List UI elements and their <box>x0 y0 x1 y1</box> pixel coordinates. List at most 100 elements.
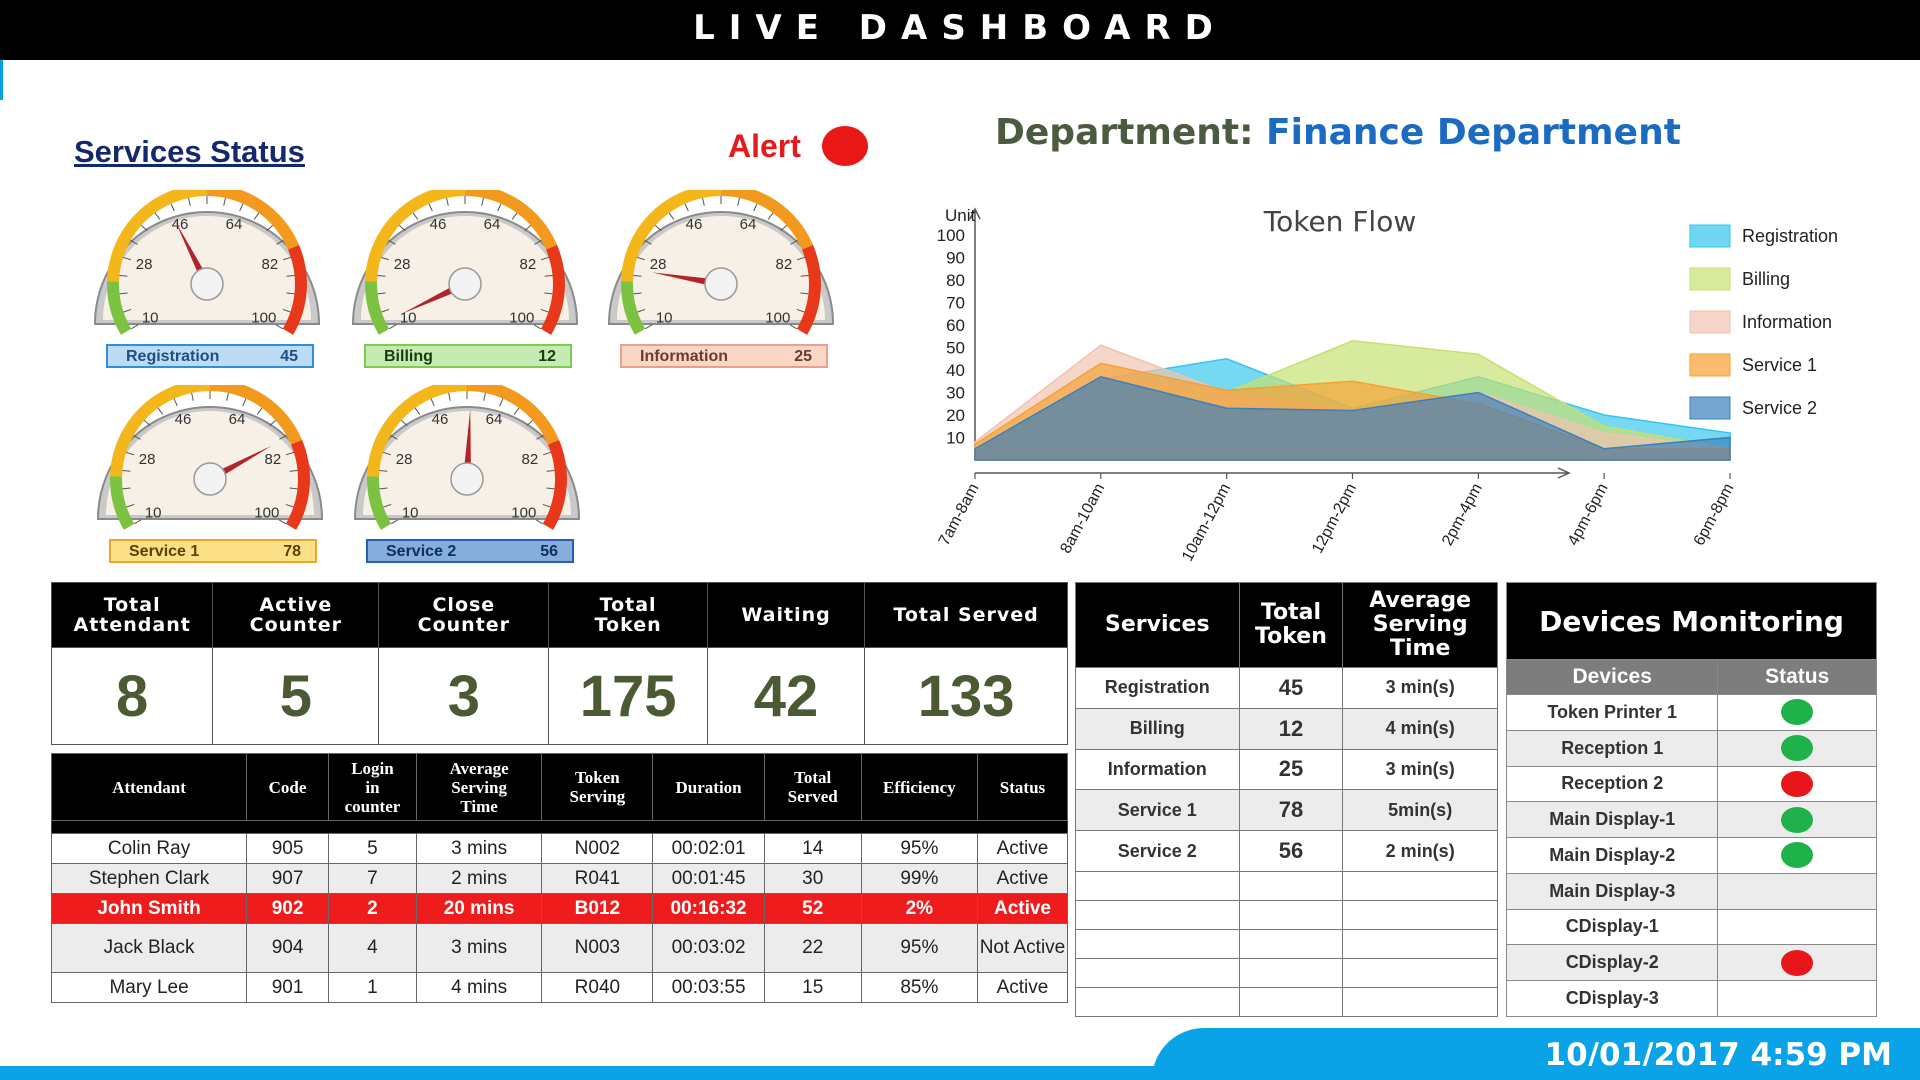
department-label: Department: <box>995 112 1254 153</box>
gauge-tick <box>526 420 533 427</box>
legend-label: Service 2 <box>1742 398 1817 418</box>
gauge-tick <box>122 469 131 472</box>
summary-header: Total Served <box>864 582 1068 648</box>
x-tick-label: 4pm-6pm <box>1565 481 1612 549</box>
gauge-tick-label: 82 <box>262 256 279 273</box>
attendant-cell: 99% <box>860 863 978 894</box>
gauge-tick-label: 10 <box>402 505 419 522</box>
gauge-tick-label: 46 <box>430 216 447 233</box>
gauge-tick-label: 28 <box>136 256 153 273</box>
gauge-tick <box>269 420 276 427</box>
gauge-label: Service 2 56 <box>366 539 574 563</box>
summary-header: Active Counter <box>212 582 380 648</box>
chart-title: Token Flow <box>1263 205 1416 238</box>
device-status <box>1717 801 1877 839</box>
gauge-value: 56 <box>540 543 558 560</box>
attendant-column-header: Efficiency <box>860 753 978 821</box>
gauge-tick-label: 64 <box>486 411 503 428</box>
attendant-cell: 95% <box>860 833 978 864</box>
gauge-tick-label: 28 <box>139 451 156 468</box>
gauge-tick <box>141 225 148 232</box>
attendant-cell: 907 <box>246 863 329 894</box>
gauge-tick <box>645 324 653 330</box>
gauge-dial: 10 28 46 64 82 100 <box>607 184 835 335</box>
summary-value: 133 <box>864 647 1068 745</box>
gauge-name: Billing <box>384 348 433 365</box>
gauge-dial: 10 28 46 64 82 100 <box>351 184 579 335</box>
attendant-cell: 4 mins <box>415 972 543 1003</box>
y-tick-label: 10 <box>946 429 965 448</box>
services-status-title: Services Status <box>74 134 305 169</box>
services-empty-cell <box>1075 870 1240 901</box>
attendant-cell: N002 <box>541 833 654 864</box>
gauge-tick <box>684 203 689 212</box>
attendant-header-line: Serving <box>569 787 626 806</box>
attendant-cell: John Smith <box>50 893 248 924</box>
summary-header-line: Token <box>594 614 662 636</box>
gauge-service-1: 10 28 46 64 82 100 Service 1 78 <box>95 379 325 575</box>
gauge-tick <box>123 308 132 313</box>
legend-label: Billing <box>1742 269 1790 289</box>
summary-header-line: Waiting <box>741 604 831 626</box>
gauge-tick <box>286 274 295 277</box>
gauge-hub <box>190 267 224 301</box>
gauge-tick-label: 82 <box>776 256 793 273</box>
gauge-tick <box>275 324 283 330</box>
alert-indicator-icon <box>822 126 868 166</box>
attendant-cell: 5 <box>327 833 417 864</box>
gauge-band <box>540 244 565 335</box>
services-column-header: Services <box>1075 582 1240 668</box>
gauge-tick <box>633 274 642 277</box>
attendant-cell: 4 <box>327 923 417 973</box>
attendant-cell: 85% <box>860 972 978 1003</box>
gauge-value: 25 <box>794 348 812 365</box>
alert-label: Alert <box>728 128 801 164</box>
attendant-cell: 30 <box>763 863 862 894</box>
legend-swatch <box>1689 396 1731 420</box>
gauge-tick-label: 46 <box>175 411 192 428</box>
services-cell: 2 min(s) <box>1342 830 1498 872</box>
device-name: Reception 2 <box>1505 765 1719 803</box>
legend-swatch <box>1689 224 1731 248</box>
services-empty-cell <box>1238 957 1344 988</box>
services-header-line: Services <box>1105 612 1210 637</box>
gauge-tick-label: 100 <box>254 505 279 522</box>
attendant-cell: 20 mins <box>415 893 543 924</box>
summary-header: Total Token <box>548 582 708 648</box>
services-cell: Service 1 <box>1075 789 1240 832</box>
x-tick-label: 2pm-4pm <box>1439 481 1486 549</box>
gauge-tick <box>644 239 652 245</box>
device-status <box>1717 694 1877 731</box>
status-green-icon <box>1781 735 1814 762</box>
gauge-band <box>367 476 392 530</box>
services-cell: 12 <box>1238 707 1344 750</box>
services-cell: Information <box>1075 748 1240 791</box>
services-empty-cell <box>1342 986 1498 1018</box>
device-status <box>1717 980 1877 1017</box>
attendant-header-line: Served <box>787 787 838 806</box>
gauge-tick <box>511 212 518 220</box>
summary-header-line: Counter <box>417 614 511 636</box>
gauge-tick <box>655 225 662 232</box>
gauge-tick <box>278 519 286 525</box>
gauge-band <box>365 184 465 282</box>
gauge-band <box>621 281 646 335</box>
gauge-band <box>210 379 303 445</box>
y-axis-arrow <box>969 207 981 220</box>
summary-value: 5 <box>212 647 380 745</box>
gauge-tick <box>544 292 553 295</box>
attendant-cell: 905 <box>246 833 329 864</box>
gauge-value: 45 <box>280 348 298 365</box>
gauge-tick-label: 64 <box>226 216 243 233</box>
devices-monitoring-title: Devices Monitoring <box>1506 582 1877 660</box>
summary-header: Waiting <box>706 582 866 648</box>
services-row: Information 25 3 min(s) <box>1075 748 1498 791</box>
gauge-tick-label: 28 <box>650 256 667 273</box>
attendant-table: Attendant Code Login in counter Average Servin… <box>50 753 1069 1003</box>
services-cell: Billing <box>1075 707 1240 750</box>
attendant-header-line: in <box>365 777 380 797</box>
gauge-tick <box>536 434 544 440</box>
gauge-tick <box>448 392 451 401</box>
gauge-band <box>467 379 560 445</box>
services-column-header: Total Token <box>1238 582 1344 668</box>
